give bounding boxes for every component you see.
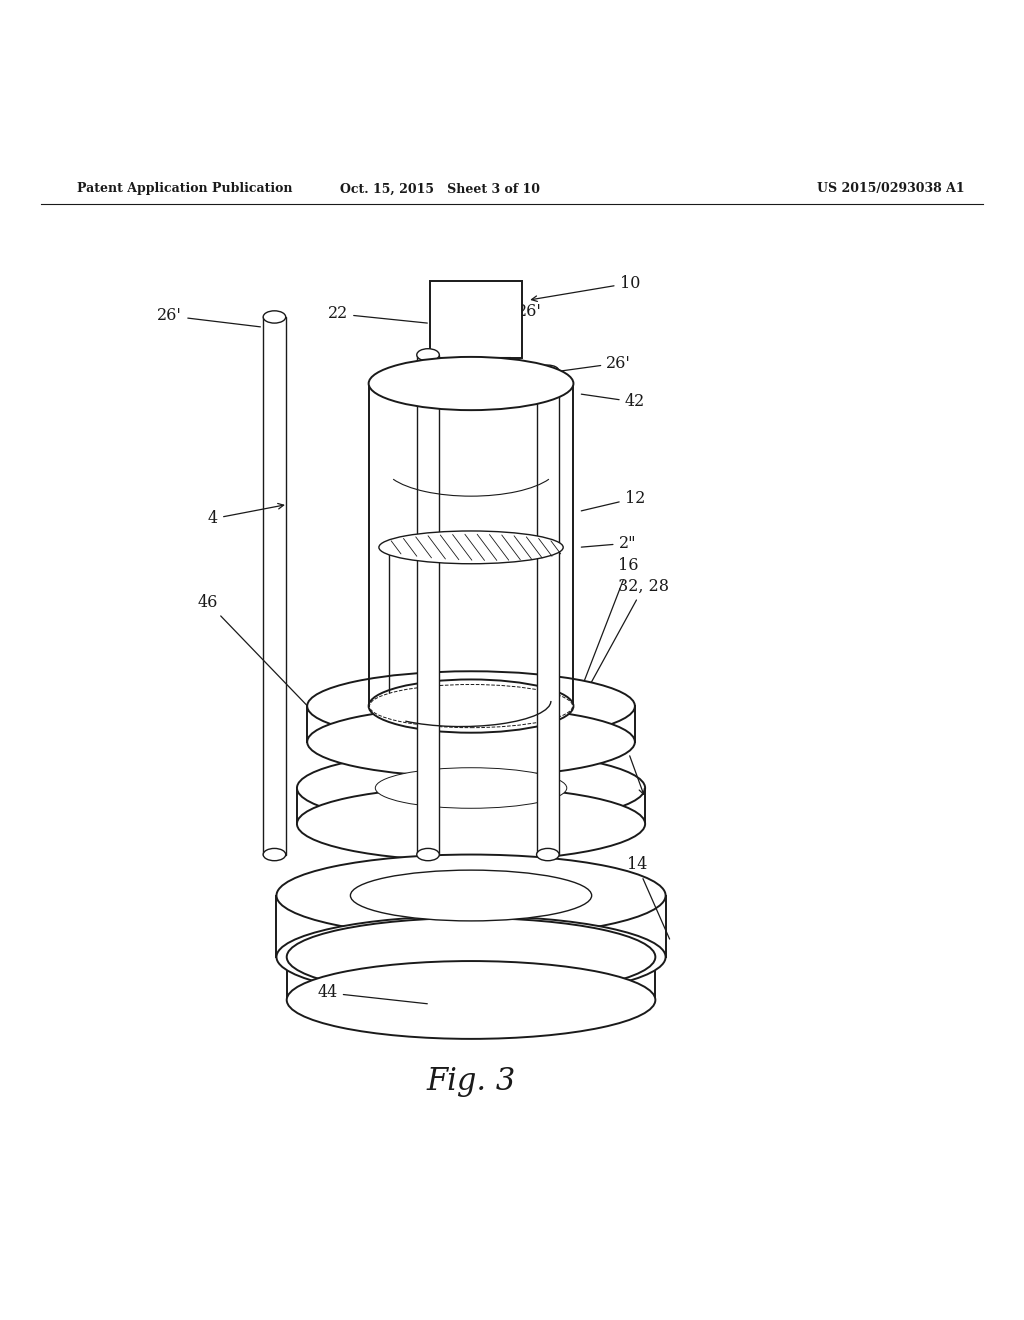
Ellipse shape [263, 849, 286, 861]
Text: 12: 12 [582, 490, 645, 511]
Ellipse shape [369, 356, 573, 411]
Text: 26': 26' [562, 355, 631, 371]
Ellipse shape [379, 531, 563, 564]
Text: 6: 6 [620, 734, 644, 795]
Text: US 2015/0293038 A1: US 2015/0293038 A1 [817, 182, 965, 195]
Ellipse shape [307, 708, 635, 776]
Ellipse shape [276, 916, 666, 998]
Bar [263, 317, 286, 854]
Bar [430, 281, 522, 358]
Ellipse shape [307, 672, 635, 741]
Text: 44: 44 [317, 985, 427, 1003]
Text: 26': 26' [158, 308, 260, 327]
Bar [417, 355, 439, 854]
Text: 2": 2" [582, 535, 636, 552]
Text: 32, 28: 32, 28 [577, 578, 670, 709]
Text: 14: 14 [627, 857, 670, 939]
Ellipse shape [297, 787, 645, 861]
Ellipse shape [370, 685, 572, 727]
Text: Fig. 3: Fig. 3 [426, 1067, 516, 1097]
Ellipse shape [263, 310, 286, 323]
Text: 10: 10 [531, 275, 640, 301]
Text: Oct. 15, 2015   Sheet 3 of 10: Oct. 15, 2015 Sheet 3 of 10 [340, 182, 541, 195]
Ellipse shape [369, 680, 573, 733]
Bar [369, 384, 573, 706]
Text: 46: 46 [198, 594, 314, 713]
Text: 22: 22 [328, 305, 427, 323]
Ellipse shape [537, 366, 559, 378]
Ellipse shape [350, 870, 592, 921]
Ellipse shape [537, 849, 559, 861]
Ellipse shape [287, 917, 655, 995]
Text: 26': 26' [441, 304, 542, 354]
Text: 42: 42 [582, 393, 645, 411]
Ellipse shape [287, 961, 655, 1039]
Ellipse shape [297, 751, 645, 825]
Text: 4: 4 [208, 503, 284, 527]
Ellipse shape [417, 348, 439, 360]
Polygon shape [442, 358, 510, 397]
Ellipse shape [375, 768, 567, 808]
Ellipse shape [417, 849, 439, 861]
Text: Patent Application Publication: Patent Application Publication [77, 182, 292, 195]
Ellipse shape [276, 854, 666, 936]
Text: 16: 16 [578, 557, 639, 698]
Bar [537, 371, 559, 854]
